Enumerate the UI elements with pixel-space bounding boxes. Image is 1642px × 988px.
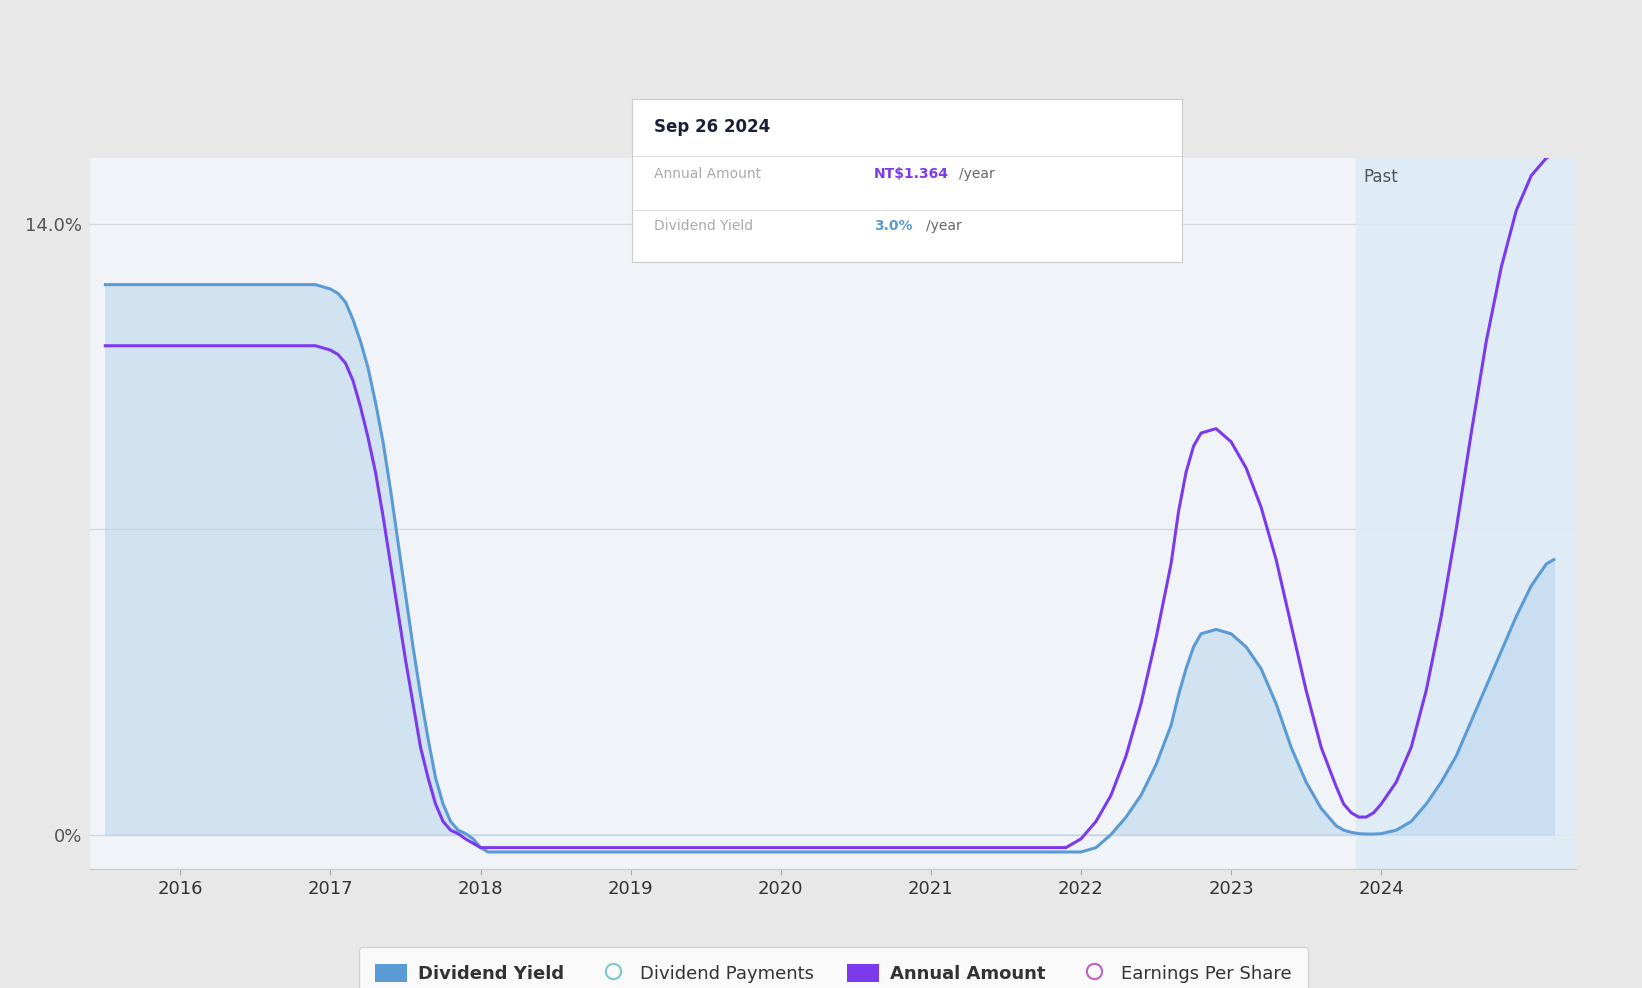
Bar [1356,158,1576,869]
Legend: Dividend Yield, Dividend Payments, Annual Amount, Earnings Per Share: Dividend Yield, Dividend Payments, Annua… [358,947,1309,988]
Text: NT$1.364: NT$1.364 [874,167,949,181]
Text: Dividend Yield: Dividend Yield [654,219,754,233]
Text: /year: /year [959,167,995,181]
Text: Past: Past [1363,168,1397,186]
Text: /year: /year [926,219,962,233]
Text: 3.0%: 3.0% [874,219,913,233]
Text: Sep 26 2024: Sep 26 2024 [654,119,770,136]
Text: Annual Amount: Annual Amount [654,167,762,181]
